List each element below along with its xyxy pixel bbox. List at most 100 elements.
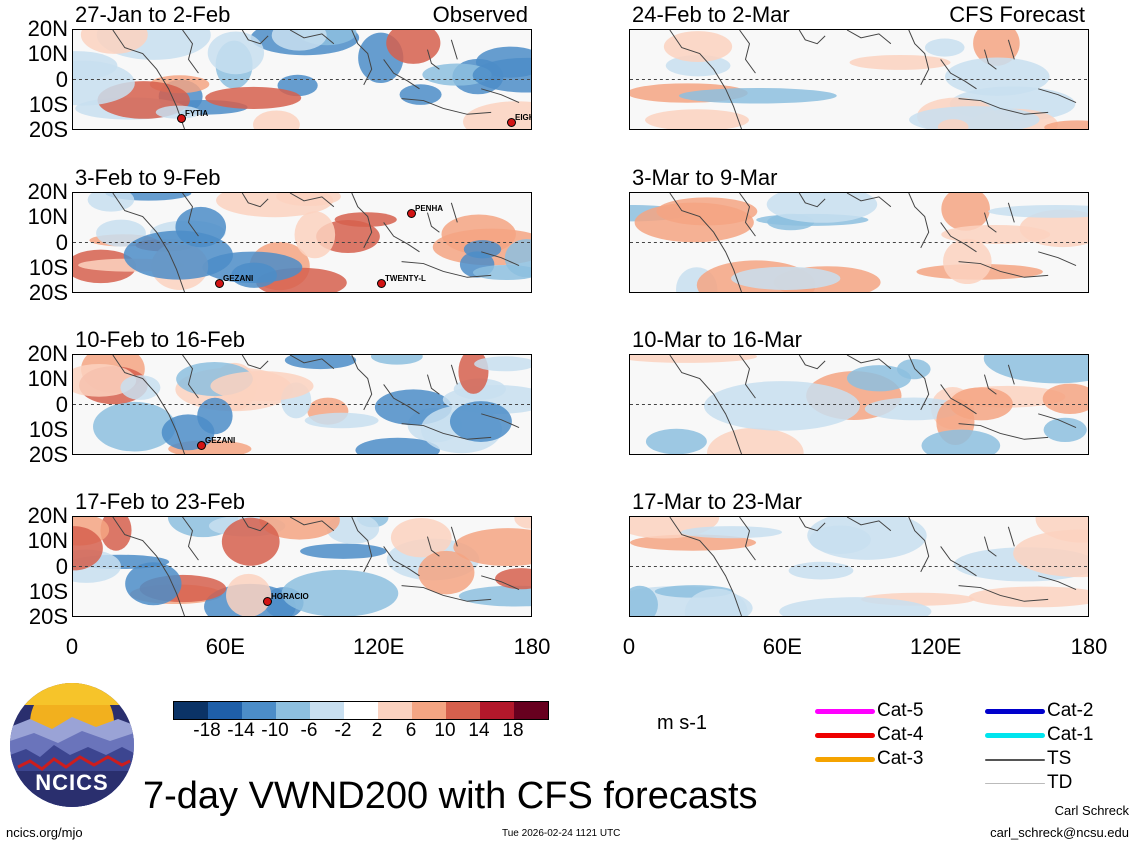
map-panel: HORACIO xyxy=(72,516,532,617)
lat-tick-label: 20S xyxy=(28,604,68,629)
anomaly-region xyxy=(703,381,860,431)
anomaly-region xyxy=(221,517,280,566)
lat-tick-label: 20N xyxy=(27,341,68,366)
colorbar-swatch xyxy=(412,702,446,719)
map-panel: GEZANI xyxy=(72,354,532,455)
anomaly-region xyxy=(630,534,757,551)
lon-tick-label: 180 xyxy=(1070,634,1108,659)
storm-marker xyxy=(215,279,224,288)
lat-tick-label: 20N xyxy=(27,179,68,204)
website-label: ncics.org/mjo xyxy=(6,825,83,840)
map-field xyxy=(73,30,531,129)
storm-name: TWENTY-L xyxy=(385,274,426,283)
map-field xyxy=(73,355,531,454)
legend-label: Cat-4 xyxy=(877,724,924,745)
lat-tick-label: 10S xyxy=(28,578,68,604)
anomaly-region xyxy=(458,585,531,607)
coastline xyxy=(112,517,520,616)
anomaly-region xyxy=(326,517,380,544)
map-panel xyxy=(629,516,1089,617)
ncics-logo: NCICS xyxy=(10,683,134,807)
anomaly-region xyxy=(73,526,103,571)
legend-line xyxy=(985,783,1045,784)
anomaly-region xyxy=(766,193,878,223)
panel-period-title: 17-Mar to 23-Mar xyxy=(632,489,802,514)
colorbar-tick-label: 14 xyxy=(468,720,490,741)
map-panel xyxy=(629,29,1089,130)
anomaly-region xyxy=(645,109,749,129)
anomaly-region xyxy=(495,568,531,590)
legend-line xyxy=(815,757,875,762)
anomaly-region xyxy=(968,586,1088,608)
anomaly-region xyxy=(386,30,441,64)
email-label: carl_schreck@ncsu.edu xyxy=(990,825,1129,840)
panel-period-title: 27-Jan to 2-Feb xyxy=(75,2,231,27)
storm-name: EIGHTEEN xyxy=(515,113,531,122)
anomaly-region xyxy=(304,412,379,429)
anomaly-region xyxy=(100,517,132,551)
anomaly-region xyxy=(259,517,340,540)
map-field xyxy=(73,517,531,616)
coastline xyxy=(112,355,520,454)
lon-tick-label: 180 xyxy=(513,634,551,659)
colorbar-tick-label: 2 xyxy=(371,720,383,741)
coastline xyxy=(669,30,1077,129)
colorbar-tick-label: 6 xyxy=(405,720,417,741)
colorbar-tick-label: -2 xyxy=(334,720,352,741)
anomaly-region xyxy=(630,355,758,363)
anomaly-region xyxy=(125,562,182,606)
coastline xyxy=(669,355,1077,454)
anomaly-region xyxy=(681,526,783,539)
legend-label: Cat-2 xyxy=(1047,700,1094,721)
timestamp-label: Tue 2026-02-24 1121 UTC xyxy=(502,828,621,839)
colorbar-swatch xyxy=(174,702,208,719)
anomaly-region xyxy=(231,262,278,288)
logo-text: NCICS xyxy=(35,770,109,795)
storm-name: GEZANI xyxy=(205,436,236,445)
anomaly-region xyxy=(210,371,314,401)
colorbar-tick-label: -14 xyxy=(227,720,255,741)
anomaly-region xyxy=(73,60,135,106)
panel-period-title: 3-Feb to 9-Feb xyxy=(75,165,221,190)
chart-title: 7-day VWND200 with CFS forecasts xyxy=(143,775,758,817)
lat-tick-label: 20S xyxy=(28,442,68,467)
anomaly-region xyxy=(945,57,1050,96)
map-panel: FYTIA EIGHTEEN xyxy=(72,29,532,130)
map-field xyxy=(73,193,531,292)
map-panel: PENHA GEZANI TWENTY-L xyxy=(72,192,532,293)
coastline xyxy=(669,517,1077,616)
anomaly-region xyxy=(474,356,531,372)
anomaly-region xyxy=(809,525,871,554)
anomaly-region xyxy=(707,427,804,454)
logo-graphic xyxy=(10,683,134,807)
anomaly-region xyxy=(472,264,531,281)
anomaly-region xyxy=(294,211,336,259)
anomaly-region xyxy=(634,202,754,243)
anomaly-region xyxy=(453,528,531,567)
storm-marker xyxy=(197,441,206,450)
anomaly-region xyxy=(390,517,452,558)
anomaly-region xyxy=(1042,383,1088,415)
anomaly-region xyxy=(924,38,965,57)
storm-name: GEZANI xyxy=(223,274,254,283)
anomaly-region xyxy=(731,266,841,290)
legend-label: Cat-1 xyxy=(1047,724,1094,745)
colorbar-swatch xyxy=(344,702,378,719)
colorbar-tick-label: -6 xyxy=(300,720,318,741)
colorbar-swatch xyxy=(378,702,412,719)
storm-marker xyxy=(507,118,516,127)
lat-tick-label: 10N xyxy=(27,528,68,554)
lat-tick-label: 20N xyxy=(27,503,68,528)
lat-tick-label: 0 xyxy=(55,391,68,417)
storm-name: HORACIO xyxy=(271,592,309,601)
anomaly-region xyxy=(226,573,272,616)
colorbar xyxy=(173,701,549,720)
colorbar-swatch xyxy=(276,702,310,719)
colorbar-swatch xyxy=(242,702,276,719)
lat-tick-label: 10N xyxy=(27,204,68,230)
map-field xyxy=(630,30,1088,129)
coastline xyxy=(112,193,520,292)
column-label: Observed xyxy=(432,2,528,27)
anomaly-region xyxy=(253,110,300,129)
colorbar-swatch xyxy=(514,702,548,719)
